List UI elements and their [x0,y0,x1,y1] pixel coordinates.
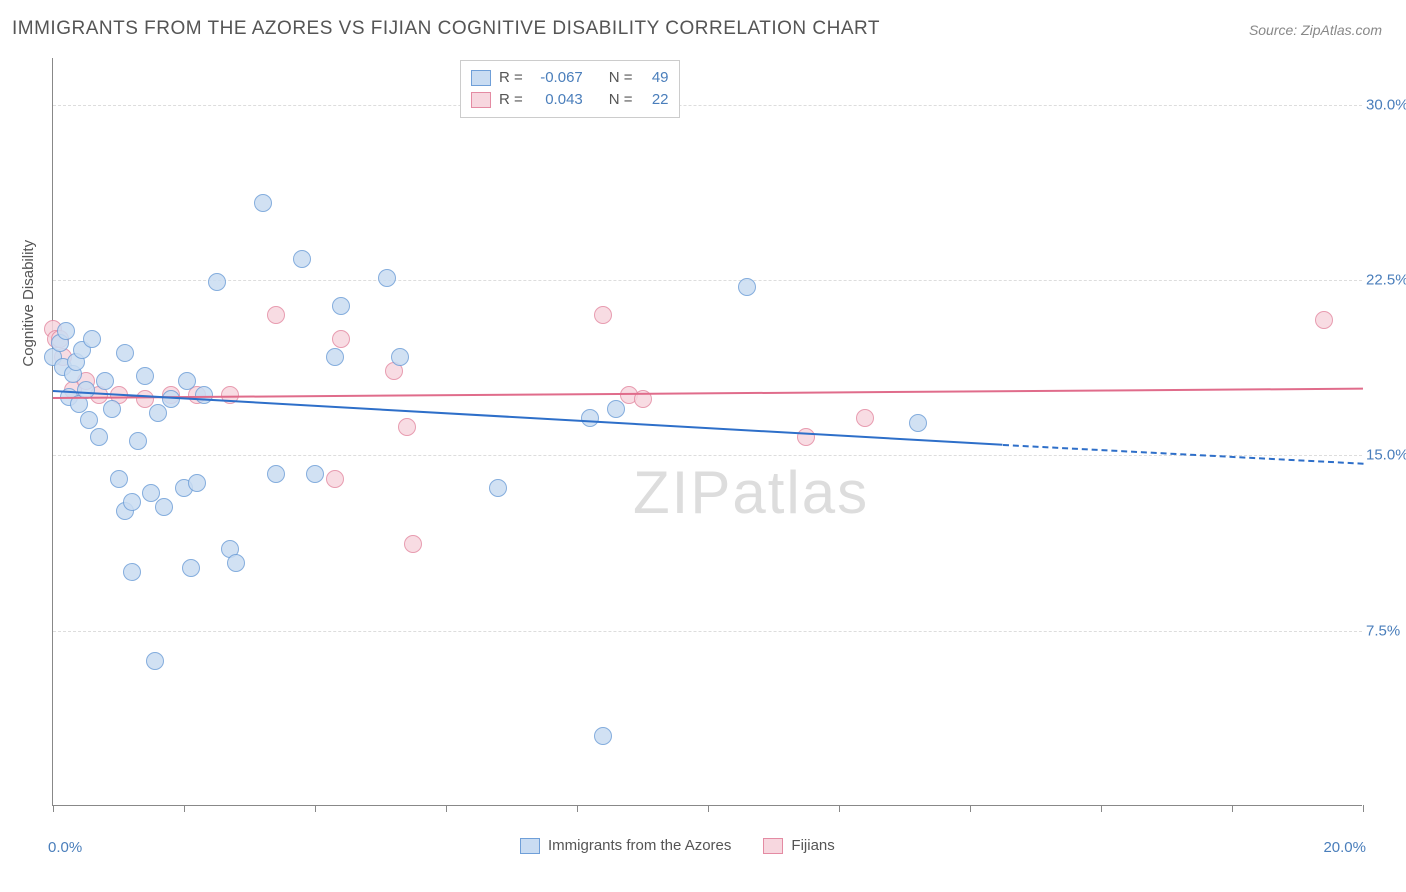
data-point [594,727,612,745]
trend-line [53,388,1363,399]
legend-item-fijians: Fijians [763,837,834,854]
y-tick-label: 22.5% [1366,272,1406,289]
r-value-azores: -0.067 [531,67,583,89]
x-tick [184,805,185,812]
data-point [254,194,272,212]
x-tick [53,805,54,812]
data-point [404,535,422,553]
data-point [607,400,625,418]
swatch-azores [471,70,491,86]
data-point [116,344,134,362]
r-value-fijians: 0.043 [531,89,583,111]
n-label: N = [609,67,633,89]
stats-row-azores: R = -0.067 N = 49 [471,67,669,89]
data-point [378,269,396,287]
y-tick-label: 30.0% [1366,96,1406,113]
data-point [80,411,98,429]
x-tick [446,805,447,812]
legend-label-fijians: Fijians [791,837,834,854]
data-point [326,470,344,488]
x-tick [1363,805,1364,812]
stats-row-fijians: R = 0.043 N = 22 [471,89,669,111]
data-point [208,273,226,291]
stats-legend: R = -0.067 N = 49 R = 0.043 N = 22 [460,60,680,118]
data-point [83,330,101,348]
data-point [293,250,311,268]
data-point [267,465,285,483]
data-point [581,409,599,427]
x-tick [708,805,709,812]
series-legend: Immigrants from the Azores Fijians [520,837,835,854]
y-tick-label: 15.0% [1366,447,1406,464]
x-tick [577,805,578,812]
n-value-azores: 49 [641,67,669,89]
x-tick [1232,805,1233,812]
data-point [146,652,164,670]
x-tick-label-min: 0.0% [48,839,82,856]
gridline [53,105,1362,106]
data-point [594,306,612,324]
n-label: N = [609,89,633,111]
y-tick-label: 7.5% [1366,622,1406,639]
y-axis-label: Cognitive Disability [20,240,37,367]
data-point [182,559,200,577]
data-point [797,428,815,446]
data-point [326,348,344,366]
data-point [123,493,141,511]
plot-area: ZIPatlas 7.5%15.0%22.5%30.0% [52,58,1362,806]
data-point [909,414,927,432]
gridline [53,455,1362,456]
x-tick [315,805,316,812]
chart-container: IMMIGRANTS FROM THE AZORES VS FIJIAN COG… [0,0,1406,892]
x-tick [1101,805,1102,812]
x-tick-label-max: 20.0% [1323,839,1366,856]
gridline [53,631,1362,632]
swatch-fijians [471,92,491,108]
data-point [227,554,245,572]
x-tick [970,805,971,812]
data-point [103,400,121,418]
swatch-azores [520,838,540,854]
data-point [332,330,350,348]
watermark-text: ZIPatlas [633,458,869,527]
legend-item-azores: Immigrants from the Azores [520,837,731,854]
gridline [53,280,1362,281]
data-point [96,372,114,390]
source-attribution: Source: ZipAtlas.com [1249,22,1382,38]
swatch-fijians [763,838,783,854]
data-point [162,390,180,408]
data-point [738,278,756,296]
x-tick [839,805,840,812]
data-point [188,474,206,492]
data-point [391,348,409,366]
data-point [129,432,147,450]
data-point [398,418,416,436]
data-point [90,428,108,446]
chart-title: IMMIGRANTS FROM THE AZORES VS FIJIAN COG… [12,18,880,40]
data-point [267,306,285,324]
r-label: R = [499,67,523,89]
data-point [489,479,507,497]
data-point [149,404,167,422]
data-point [57,322,75,340]
data-point [155,498,173,516]
data-point [856,409,874,427]
data-point [123,563,141,581]
data-point [1315,311,1333,329]
data-point [110,470,128,488]
data-point [178,372,196,390]
data-point [306,465,324,483]
trend-line [1003,444,1363,465]
data-point [332,297,350,315]
r-label: R = [499,89,523,111]
legend-label-azores: Immigrants from the Azores [548,837,731,854]
n-value-fijians: 22 [641,89,669,111]
data-point [136,367,154,385]
